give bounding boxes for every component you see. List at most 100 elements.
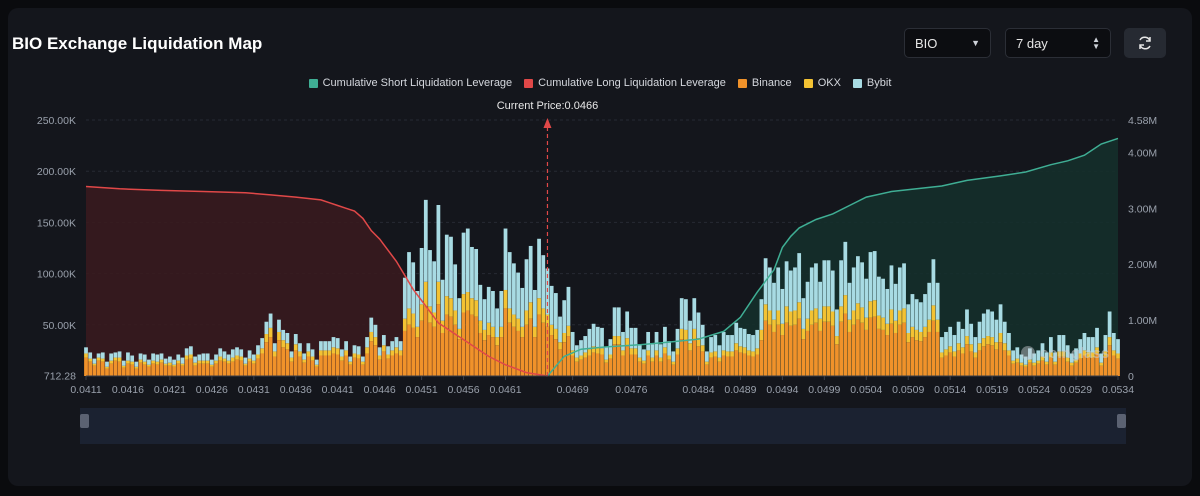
x-tick-label: 0.0489: [724, 384, 756, 396]
bar-binance: [344, 355, 348, 376]
bar-binance: [155, 364, 160, 376]
bar-binance: [314, 366, 319, 376]
bar-bybit: [684, 299, 688, 330]
bar-okx: [373, 337, 378, 346]
bar-okx: [235, 355, 239, 360]
bar-binance: [1078, 358, 1083, 376]
bar-okx: [214, 360, 218, 364]
range-select[interactable]: 7 day ▲ ▼: [1005, 28, 1111, 58]
zoom-track[interactable]: [80, 408, 1126, 444]
bar-bybit: [927, 282, 932, 320]
bar-okx: [293, 344, 298, 351]
bar-binance: [877, 328, 881, 376]
bar-binance: [797, 318, 802, 376]
bar-okx: [281, 340, 286, 348]
bar-okx: [717, 357, 722, 362]
bar-bybit: [331, 337, 336, 348]
bar-okx: [193, 362, 197, 366]
bar-bybit: [293, 334, 298, 345]
bar-bybit: [1078, 339, 1083, 354]
chevron-down-icon: ▼: [971, 38, 980, 48]
bar-bybit: [696, 312, 701, 339]
bar-bybit: [411, 262, 416, 314]
bar-bybit: [780, 288, 785, 324]
bar-binance: [377, 359, 382, 376]
bar-binance: [151, 363, 155, 376]
bar-bybit: [239, 349, 244, 357]
legend-item-long[interactable]: Cumulative Long Liquidation Leverage: [524, 77, 726, 89]
zoom-slider[interactable]: [80, 408, 1126, 444]
zoom-handle-right[interactable]: [1117, 414, 1126, 428]
zoom-handle-left[interactable]: [80, 414, 89, 428]
bar-binance: [96, 360, 101, 376]
bar-bybit: [218, 348, 223, 357]
bar-binance: [931, 320, 936, 376]
bar-bybit: [956, 321, 961, 344]
bar-okx: [591, 346, 596, 353]
bar-okx: [1069, 362, 1074, 366]
bar-binance: [319, 355, 323, 376]
line-layer: Current Price:0.0466 coinglass: [85, 100, 1119, 377]
bar-okx: [423, 281, 428, 307]
bar-bybit: [126, 352, 130, 361]
bar-okx: [461, 294, 466, 313]
bar-bybit: [1069, 353, 1074, 363]
bar-okx: [684, 329, 688, 341]
bar-bybit: [503, 228, 508, 290]
bar-binance: [860, 322, 864, 376]
bar-okx: [465, 292, 470, 311]
bar-binance: [629, 354, 634, 376]
bar-okx: [444, 296, 449, 315]
bar-binance: [331, 353, 336, 376]
bar-bybit: [402, 277, 407, 319]
bar-bybit: [721, 331, 726, 351]
legend-item-okx[interactable]: OKX: [803, 77, 841, 89]
bar-bybit: [298, 343, 302, 352]
bar-bybit: [830, 270, 835, 312]
bar-okx: [860, 307, 864, 323]
bar-okx: [1078, 353, 1083, 359]
bar-bybit: [918, 302, 923, 332]
bar-bybit: [793, 267, 797, 311]
bar-bybit: [277, 319, 281, 332]
coin-select[interactable]: BIO ▼: [904, 28, 991, 58]
bar-bybit: [1086, 337, 1091, 353]
bar-binance: [776, 324, 781, 376]
bar-bybit: [88, 352, 93, 359]
refresh-button[interactable]: [1124, 28, 1166, 58]
bar-bybit: [373, 324, 378, 338]
bar-bybit: [713, 335, 718, 352]
bar-bybit: [856, 256, 860, 304]
bar-bybit: [788, 270, 793, 312]
bar-bybit: [860, 262, 864, 308]
bar-okx: [163, 363, 168, 366]
bar-binance: [759, 340, 764, 376]
bar-okx: [159, 359, 164, 363]
bar-okx: [881, 317, 885, 330]
bar-binance: [260, 353, 265, 376]
bar-binance: [1090, 357, 1095, 376]
bar-okx: [692, 328, 697, 340]
bar-bybit: [222, 351, 227, 359]
bar-okx: [751, 351, 755, 357]
bar-binance: [176, 363, 181, 376]
legend-item-bybit[interactable]: Bybit: [852, 77, 891, 89]
bar-bybit: [398, 341, 403, 351]
bar-binance: [562, 342, 567, 376]
bar-binance: [327, 355, 332, 376]
bar-okx: [658, 357, 663, 362]
legend-item-binance[interactable]: Binance: [737, 77, 792, 89]
bar-okx: [914, 329, 919, 341]
bar-okx: [457, 328, 462, 340]
bar-bybit: [113, 352, 118, 358]
bar-bybit: [474, 249, 479, 301]
bar-okx: [1011, 360, 1015, 364]
x-tick-label: 0.0504: [850, 384, 882, 396]
bar-bybit: [465, 228, 470, 293]
bar-bybit: [100, 352, 105, 359]
bar-okx: [344, 350, 348, 356]
bar-bybit: [432, 261, 437, 313]
legend-item-short[interactable]: Cumulative Short Liquidation Leverage: [308, 77, 512, 89]
legend-label-binance: Binance: [751, 77, 792, 89]
bar-binance: [956, 350, 961, 376]
